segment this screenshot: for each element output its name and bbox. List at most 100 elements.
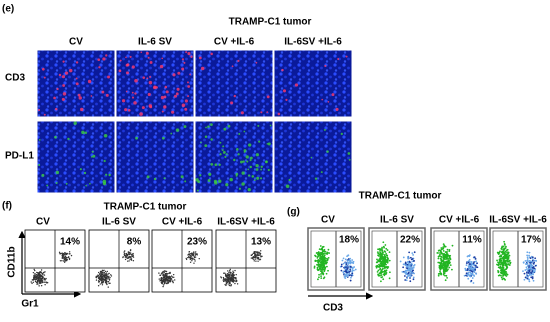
event-dot <box>500 248 503 250</box>
event-dot <box>259 250 262 252</box>
event-dot <box>101 281 104 283</box>
event-dot <box>317 268 320 271</box>
event-dot <box>463 274 466 277</box>
stain-spot <box>125 71 129 75</box>
event-dot <box>451 244 454 247</box>
event-dot <box>474 268 477 271</box>
event-dot <box>468 263 471 265</box>
event-dot <box>469 275 472 278</box>
event-dot <box>405 272 408 274</box>
event-dot <box>340 265 343 268</box>
event-dot <box>167 281 170 284</box>
event-dot <box>468 274 471 277</box>
event-dot <box>466 255 469 258</box>
event-dot <box>505 256 508 259</box>
event-dot <box>532 268 534 271</box>
event-dot <box>379 262 382 265</box>
event-dot <box>193 251 195 253</box>
stain-spot <box>200 66 205 71</box>
event-dot <box>223 277 225 280</box>
event-dot <box>449 258 452 261</box>
stain-spot <box>147 92 151 97</box>
event-dot <box>253 260 255 262</box>
event-dot <box>382 241 385 244</box>
event-dot <box>222 276 225 279</box>
event-dot <box>388 259 391 262</box>
event-dot <box>386 265 389 268</box>
event-dot <box>524 269 527 271</box>
event-dot <box>352 269 355 272</box>
event-dot <box>109 276 111 279</box>
event-dot <box>318 276 320 279</box>
event-dot <box>504 278 507 281</box>
event-dot <box>34 272 36 275</box>
event-dot <box>63 252 66 254</box>
event-dot <box>376 270 379 273</box>
event-dot <box>448 256 451 259</box>
event-dot <box>320 277 323 280</box>
stain-spot <box>210 52 213 56</box>
event-dot <box>62 255 65 257</box>
column-header: CV <box>69 37 83 48</box>
event-dot <box>345 271 348 274</box>
event-dot <box>171 276 174 278</box>
event-dot <box>258 253 260 255</box>
event-dot <box>522 261 525 264</box>
event-dot <box>326 261 328 264</box>
event-dot <box>503 256 506 259</box>
stain-spot <box>181 67 185 71</box>
event-dot <box>318 273 320 276</box>
stain-spot <box>125 90 128 93</box>
event-dot <box>506 259 509 262</box>
stain-spot <box>55 170 60 175</box>
event-dot <box>169 271 171 274</box>
event-dot <box>378 253 381 256</box>
event-dot <box>254 258 257 260</box>
event-dot <box>507 255 510 258</box>
stain-spot <box>131 91 134 94</box>
stain-spot <box>173 94 178 98</box>
event-dot <box>384 244 387 246</box>
event-dot <box>505 263 508 266</box>
event-dot <box>471 273 473 276</box>
event-dot <box>381 257 384 260</box>
stain-spot <box>251 175 255 178</box>
event-dot <box>30 281 32 283</box>
stain-spot <box>119 59 122 62</box>
event-dot <box>63 261 66 264</box>
stain-spot <box>230 101 234 105</box>
event-dot <box>67 253 69 255</box>
stain-spot <box>205 126 207 129</box>
event-dot <box>473 271 476 274</box>
event-dot <box>319 266 322 269</box>
event-dot <box>32 281 35 283</box>
event-dot <box>440 273 443 276</box>
event-dot <box>39 277 41 279</box>
stain-spot <box>248 143 252 147</box>
stain-spot <box>219 153 222 156</box>
event-dot <box>162 271 164 273</box>
stain-spot <box>92 154 96 158</box>
event-dot <box>322 266 325 269</box>
event-dot <box>226 277 228 279</box>
stain-spot <box>221 149 224 152</box>
event-dot <box>317 252 320 255</box>
event-dot <box>68 251 71 253</box>
event-dot <box>472 262 475 265</box>
event-dot <box>327 248 330 251</box>
event-dot <box>444 274 446 277</box>
stain-spot <box>224 155 227 159</box>
stain-spot <box>222 145 225 148</box>
event-dot <box>385 263 387 266</box>
stain-spot <box>102 179 107 184</box>
event-dot <box>526 251 529 254</box>
event-dot <box>320 255 323 258</box>
event-dot <box>224 273 227 276</box>
event-dot <box>167 278 170 280</box>
event-dot <box>376 251 379 253</box>
event-dot <box>162 273 165 275</box>
event-dot <box>58 251 61 254</box>
event-dot <box>323 249 325 252</box>
percentage: 18% <box>339 235 359 246</box>
event-dot <box>523 272 526 275</box>
